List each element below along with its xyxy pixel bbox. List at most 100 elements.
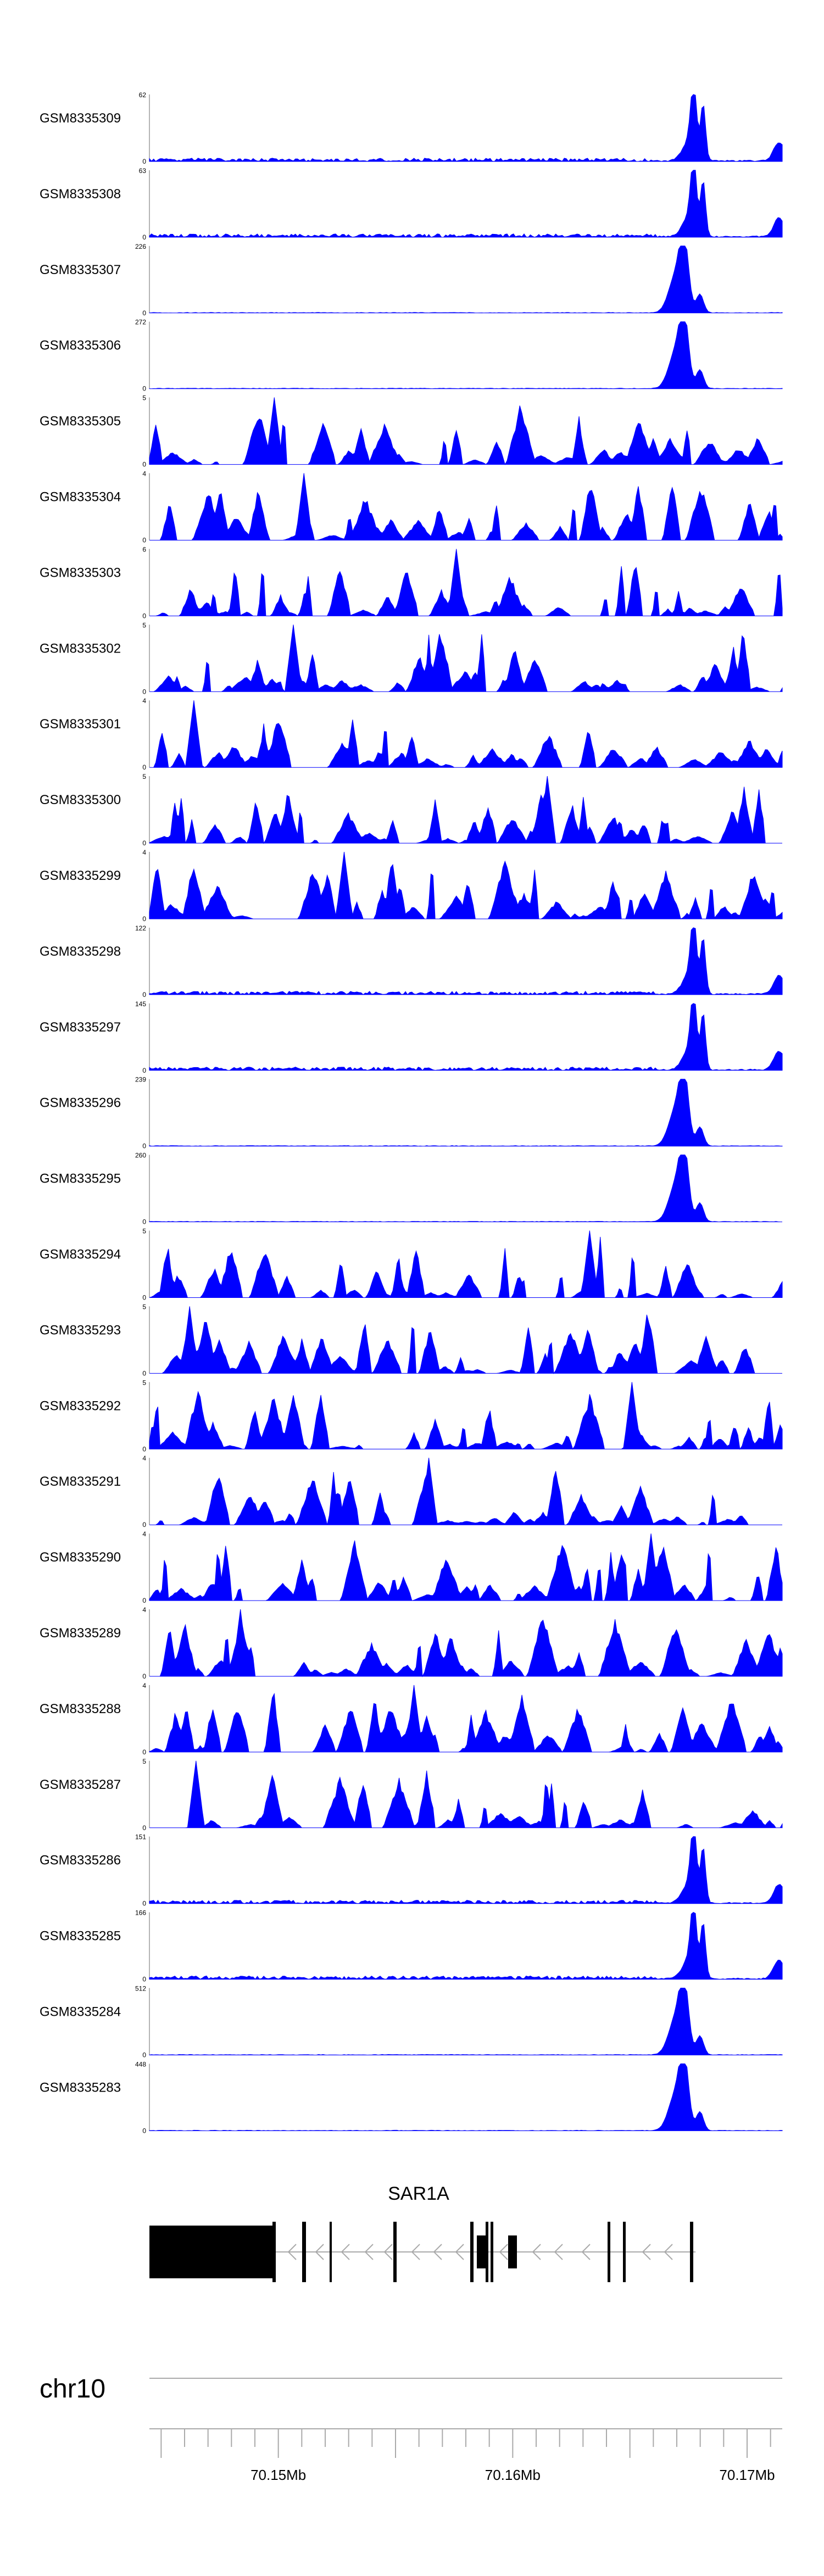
gene-exon — [470, 2222, 474, 2282]
coverage-area — [149, 1306, 782, 1374]
coverage-track: GSM8335309 62 0 — [40, 91, 783, 165]
y-max-tick-label: 122 — [135, 924, 146, 932]
coverage-track: GSM8335290 4 0 — [40, 1530, 783, 1604]
y-min-tick-label: 0 — [142, 1067, 146, 1074]
y-max-tick-label: 512 — [135, 1985, 146, 1993]
coverage-area — [149, 927, 783, 995]
coverage-area — [149, 851, 783, 919]
y-min-tick-label: 0 — [142, 1369, 146, 1377]
coverage-area — [149, 1003, 783, 1071]
coverage-area — [149, 170, 783, 238]
coverage-area — [149, 1685, 783, 1753]
y-max-tick-label: 4 — [142, 470, 146, 478]
y-min-tick-label: 0 — [142, 1900, 146, 1908]
y-max-tick-label: 5 — [142, 1379, 146, 1386]
coverage-area — [149, 2063, 783, 2131]
gene-exon — [690, 2222, 693, 2282]
coverage-track: GSM8335301 4 0 — [40, 697, 783, 771]
track-label: GSM8335284 — [40, 2005, 121, 2020]
coverage-area — [149, 776, 782, 844]
y-max-tick-label: 5 — [142, 1303, 146, 1311]
coverage-track: GSM8335299 4 0 — [40, 849, 783, 923]
coverage-area — [149, 1382, 783, 1450]
coverage-area — [149, 246, 783, 314]
y-max-tick-label: 5 — [142, 1228, 146, 1235]
gene-exon — [491, 2222, 493, 2282]
y-max-tick-label: 166 — [135, 1909, 146, 1917]
y-min-tick-label: 0 — [142, 915, 146, 923]
gene-exon — [477, 2235, 486, 2268]
track-label: GSM8335298 — [40, 944, 121, 959]
coverage-track: GSM8335283 448 0 — [40, 2060, 783, 2134]
coverage-track: GSM8335294 5 0 — [40, 1228, 783, 1302]
gene-utr-block — [149, 2226, 274, 2278]
y-max-tick-label: 226 — [135, 243, 146, 250]
y-max-tick-label: 260 — [135, 1152, 146, 1159]
coverage-track: GSM8335307 226 0 — [40, 243, 783, 317]
y-max-tick-label: 239 — [135, 1076, 146, 1084]
coverage-track: GSM8335298 122 0 — [40, 924, 783, 999]
track-label: GSM8335305 — [40, 414, 121, 429]
track-label: GSM8335306 — [40, 338, 121, 353]
strand-arrow-icon — [455, 2244, 464, 2260]
coverage-area — [149, 397, 783, 465]
coverage-area — [149, 1534, 783, 1601]
coverage-track: GSM8335286 151 0 — [40, 1833, 783, 1908]
coverage-track: GSM8335292 5 0 — [40, 1379, 783, 1453]
strand-arrow-icon — [315, 2244, 324, 2260]
y-min-tick-label: 0 — [142, 1976, 146, 1983]
track-label: GSM8335300 — [40, 793, 121, 807]
coverage-track: GSM8335288 4 0 — [40, 1682, 783, 1756]
y-min-tick-label: 0 — [142, 158, 146, 165]
y-max-tick-label: 4 — [142, 1454, 146, 1462]
track-label: GSM8335308 — [40, 187, 121, 202]
y-min-tick-label: 0 — [142, 688, 146, 695]
track-label: GSM8335292 — [40, 1398, 121, 1413]
track-label: GSM8335294 — [40, 1247, 121, 1262]
y-min-tick-label: 0 — [142, 612, 146, 620]
coverage-area — [149, 321, 783, 389]
coverage-area — [149, 700, 783, 768]
strand-arrow-icon — [642, 2244, 651, 2260]
coverage-area — [149, 473, 783, 542]
y-min-tick-label: 0 — [142, 461, 146, 469]
strand-arrow-icon — [581, 2244, 591, 2260]
track-label: GSM8335285 — [40, 1929, 121, 1944]
gene-exon — [272, 2222, 276, 2282]
y-min-tick-label: 0 — [142, 1294, 146, 1302]
y-max-tick-label: 272 — [135, 319, 146, 326]
track-label: GSM8335283 — [40, 2080, 121, 2095]
track-label: GSM8335309 — [40, 111, 121, 126]
strand-arrow-icon — [433, 2244, 442, 2260]
track-label: GSM8335288 — [40, 1702, 121, 1716]
track-label: GSM8335291 — [40, 1474, 121, 1489]
coverage-area — [149, 1609, 783, 1677]
y-max-tick-label: 5 — [142, 394, 146, 402]
coverage-area — [149, 1458, 782, 1526]
track-label: GSM8335302 — [40, 641, 121, 656]
y-max-tick-label: 151 — [135, 1833, 146, 1841]
y-max-tick-label: 5 — [142, 1758, 146, 1765]
y-min-tick-label: 0 — [142, 1218, 146, 1226]
coverage-track: GSM8335305 5 0 — [40, 394, 783, 469]
genome-axis: chr10 70.15Mb 70.16Mb 70.17Mb — [40, 2374, 782, 2483]
gene-name-label: SAR1A — [388, 2183, 449, 2204]
y-max-tick-label: 4 — [142, 1682, 146, 1690]
y-min-tick-label: 0 — [142, 1521, 146, 1529]
y-max-tick-label: 5 — [142, 621, 146, 629]
y-min-tick-label: 0 — [142, 1142, 146, 1150]
coverage-tracks: GSM8335309 62 0 GSM8335308 63 0 GSM8335307 226 0… — [40, 91, 783, 2134]
track-label: GSM8335287 — [40, 1777, 121, 1792]
y-max-tick-label: 4 — [142, 1530, 146, 1538]
strand-arrow-icon — [287, 2244, 297, 2260]
y-max-tick-label: 63 — [139, 167, 147, 175]
y-min-tick-label: 0 — [142, 309, 146, 317]
track-label: GSM8335299 — [40, 868, 121, 883]
gene-exon — [393, 2222, 397, 2282]
coverage-area — [149, 1155, 782, 1223]
coverage-track: GSM8335293 5 0 — [40, 1303, 782, 1377]
track-label: GSM8335289 — [40, 1626, 121, 1641]
coverage-track: GSM8335296 239 0 — [40, 1076, 783, 1150]
strand-arrow-icon — [532, 2244, 541, 2260]
